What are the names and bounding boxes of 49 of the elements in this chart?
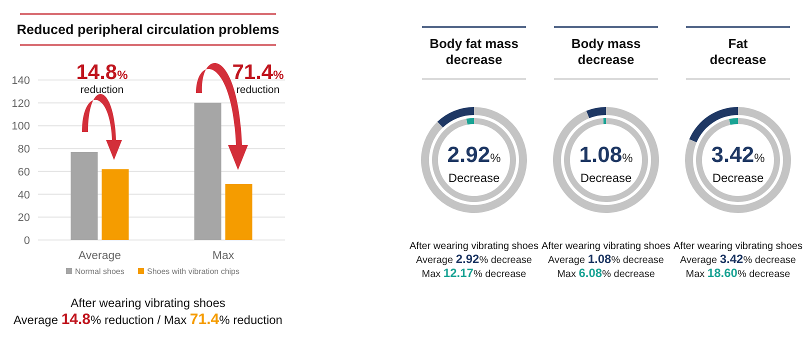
- text: 1.08%: [579, 142, 634, 167]
- text: Max 18.60% decrease: [686, 266, 791, 280]
- y-tick-label: 40: [18, 189, 30, 202]
- y-tick-label: 140: [12, 75, 30, 87]
- annotation: 14.8% reduction: [76, 61, 128, 96]
- bar: [225, 184, 252, 240]
- text: 3.42%: [711, 142, 766, 167]
- donut-slice: [689, 107, 738, 142]
- y-tick-label: 120: [12, 98, 30, 110]
- text: Average 2.92% decrease: [416, 252, 532, 266]
- text: After wearing vibrating shoes: [410, 241, 538, 252]
- text: After wearing vibrating shoes: [70, 296, 226, 310]
- bar: [102, 169, 129, 240]
- x-tick-label: Max: [212, 250, 234, 262]
- text: Max 6.08% decrease: [557, 266, 656, 280]
- text: Decrease: [580, 171, 632, 185]
- text: Decrease: [712, 171, 764, 185]
- y-tick-label: 0: [24, 235, 30, 247]
- chart-title: Reduced peripheral circulation problems: [16, 22, 280, 37]
- text: Average 14.8% reduction / Max 71.4% reduction: [14, 311, 282, 328]
- legend-label: Normal shoes: [75, 267, 124, 276]
- legend-label: Shoes with vibration chips: [147, 267, 240, 276]
- x-tick-label: Average: [78, 250, 122, 262]
- donut-slice: [586, 107, 606, 118]
- donut-slice: [685, 107, 791, 213]
- text: After wearing vibrating shoes: [542, 241, 670, 252]
- donut-slice: [421, 107, 527, 213]
- text: After wearing vibrating shoes: [674, 241, 802, 252]
- chart-title: Body mass decrease: [571, 36, 641, 67]
- text: Average 3.42% decrease: [680, 252, 796, 266]
- donut-slice: [553, 107, 659, 213]
- text: 2.92%: [447, 142, 502, 167]
- donut-slice: [696, 118, 780, 202]
- donut-slice: [432, 118, 516, 202]
- chart-title: Body fat mass decrease: [430, 36, 518, 67]
- donut-slice: [603, 118, 606, 124]
- text: Average 1.08% decrease: [548, 252, 664, 266]
- y-tick-label: 80: [18, 144, 30, 156]
- donut-slice: [564, 118, 648, 202]
- text: Decrease: [448, 171, 500, 185]
- y-tick-label: 100: [12, 120, 30, 133]
- y-tick-label: 60: [18, 166, 30, 178]
- annotation: 71.4% reduction: [232, 61, 284, 96]
- text: Max 12.17% decrease: [422, 266, 527, 280]
- donut-slice: [729, 118, 738, 125]
- donut-slice: [437, 107, 474, 128]
- y-tick-label: 20: [18, 212, 30, 224]
- donut-slice: [466, 118, 474, 125]
- chart-title: Fat decrease: [710, 36, 766, 67]
